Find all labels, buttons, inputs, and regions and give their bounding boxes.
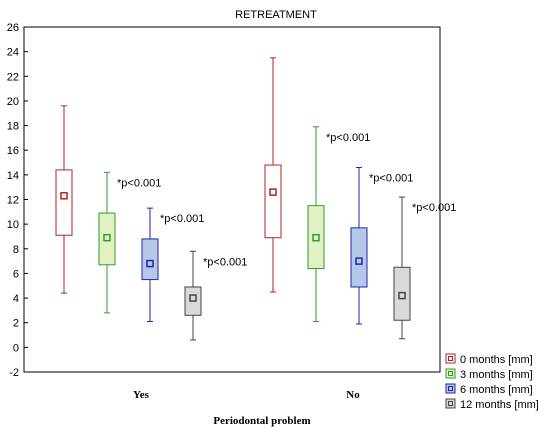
legend-item-3: 12 months [mm] xyxy=(445,398,539,411)
x-tick-label-yes: Yes xyxy=(133,389,150,401)
legend-label: 6 months [mm] xyxy=(460,384,533,396)
box-series xyxy=(55,57,411,341)
p-value-annotation: *p<0.001 xyxy=(412,202,456,214)
legend-swatch xyxy=(445,353,456,364)
box-iqr xyxy=(141,238,159,281)
legend-label: 12 months [mm] xyxy=(460,399,539,411)
p-value-annotation: *p<0.001 xyxy=(326,132,370,144)
y-tick-label: 22 xyxy=(7,71,19,83)
box-yes-series-2 xyxy=(141,207,159,322)
legend-swatch-marker xyxy=(448,386,453,391)
x-axis-label: Periodontal problem xyxy=(213,415,310,427)
median-marker xyxy=(146,259,154,268)
box-no-series-1 xyxy=(307,126,325,322)
y-tick-label: 0 xyxy=(13,342,19,354)
box-yes-series-1 xyxy=(98,171,116,314)
legend-swatch xyxy=(445,368,456,379)
p-value-annotation: *p<0.001 xyxy=(160,213,204,225)
box-no-series-2 xyxy=(350,166,368,325)
y-tick-label: 4 xyxy=(13,293,19,305)
significance-annotations: *p<0.001 *p<0.001 *p<0.001 *p<0.001 *p<0.001… xyxy=(117,132,456,268)
y-tick-label: 12 xyxy=(7,195,19,207)
box-iqr xyxy=(393,266,411,321)
y-tick-label: 8 xyxy=(13,244,19,256)
legend-item-1: 3 months [mm] xyxy=(445,368,533,381)
legend-swatch-marker xyxy=(448,356,453,361)
p-value-annotation: *p<0.001 xyxy=(203,256,247,268)
box-no-series-3 xyxy=(393,196,411,340)
box-iqr xyxy=(264,164,282,239)
legend-swatch-marker xyxy=(448,401,453,406)
median-marker xyxy=(355,257,363,265)
box-iqr xyxy=(98,212,116,266)
legend-label: 0 months [mm] xyxy=(460,354,533,366)
y-tick-label: 16 xyxy=(7,145,19,157)
p-value-annotation: *p<0.001 xyxy=(369,172,413,184)
legend-label: 3 months [mm] xyxy=(460,369,533,381)
legend-swatch-marker xyxy=(448,371,453,376)
legend-swatch xyxy=(445,383,456,394)
box-iqr xyxy=(307,205,325,270)
legend-swatch xyxy=(445,398,456,409)
p-value-annotation: *p<0.001 xyxy=(117,177,161,189)
plot-frame xyxy=(23,26,441,373)
y-tick-label: 2 xyxy=(13,318,19,330)
median-marker xyxy=(398,291,406,300)
legend-item-2: 6 months [mm] xyxy=(445,383,533,396)
box-yes-series-3 xyxy=(184,250,202,341)
y-tick-label: 14 xyxy=(7,170,19,182)
x-axis: Yes No xyxy=(133,389,360,401)
y-tick-label: 10 xyxy=(7,219,19,231)
y-tick-label: 18 xyxy=(7,121,19,133)
median-marker xyxy=(103,233,111,242)
box-iqr xyxy=(55,169,73,236)
box-yes-series-0 xyxy=(55,105,73,294)
y-tick-label: 24 xyxy=(7,47,19,59)
y-tick-label: -2 xyxy=(9,367,19,379)
median-marker xyxy=(60,192,68,200)
y-tick-label: 26 xyxy=(7,22,19,34)
median-marker xyxy=(312,233,320,242)
x-tick-label-no: No xyxy=(346,389,360,401)
median-marker xyxy=(269,188,277,196)
y-tick-label: 6 xyxy=(13,268,19,280)
y-tick-label: 20 xyxy=(7,96,19,108)
median-marker xyxy=(189,294,197,302)
box-no-series-0 xyxy=(264,57,282,293)
legend-item-0: 0 months [mm] xyxy=(445,353,533,366)
chart-title: RETREATMENT xyxy=(235,9,317,21)
legend: 0 months [mm] 3 months [mm] 6 months [mm] 1… xyxy=(445,353,539,411)
